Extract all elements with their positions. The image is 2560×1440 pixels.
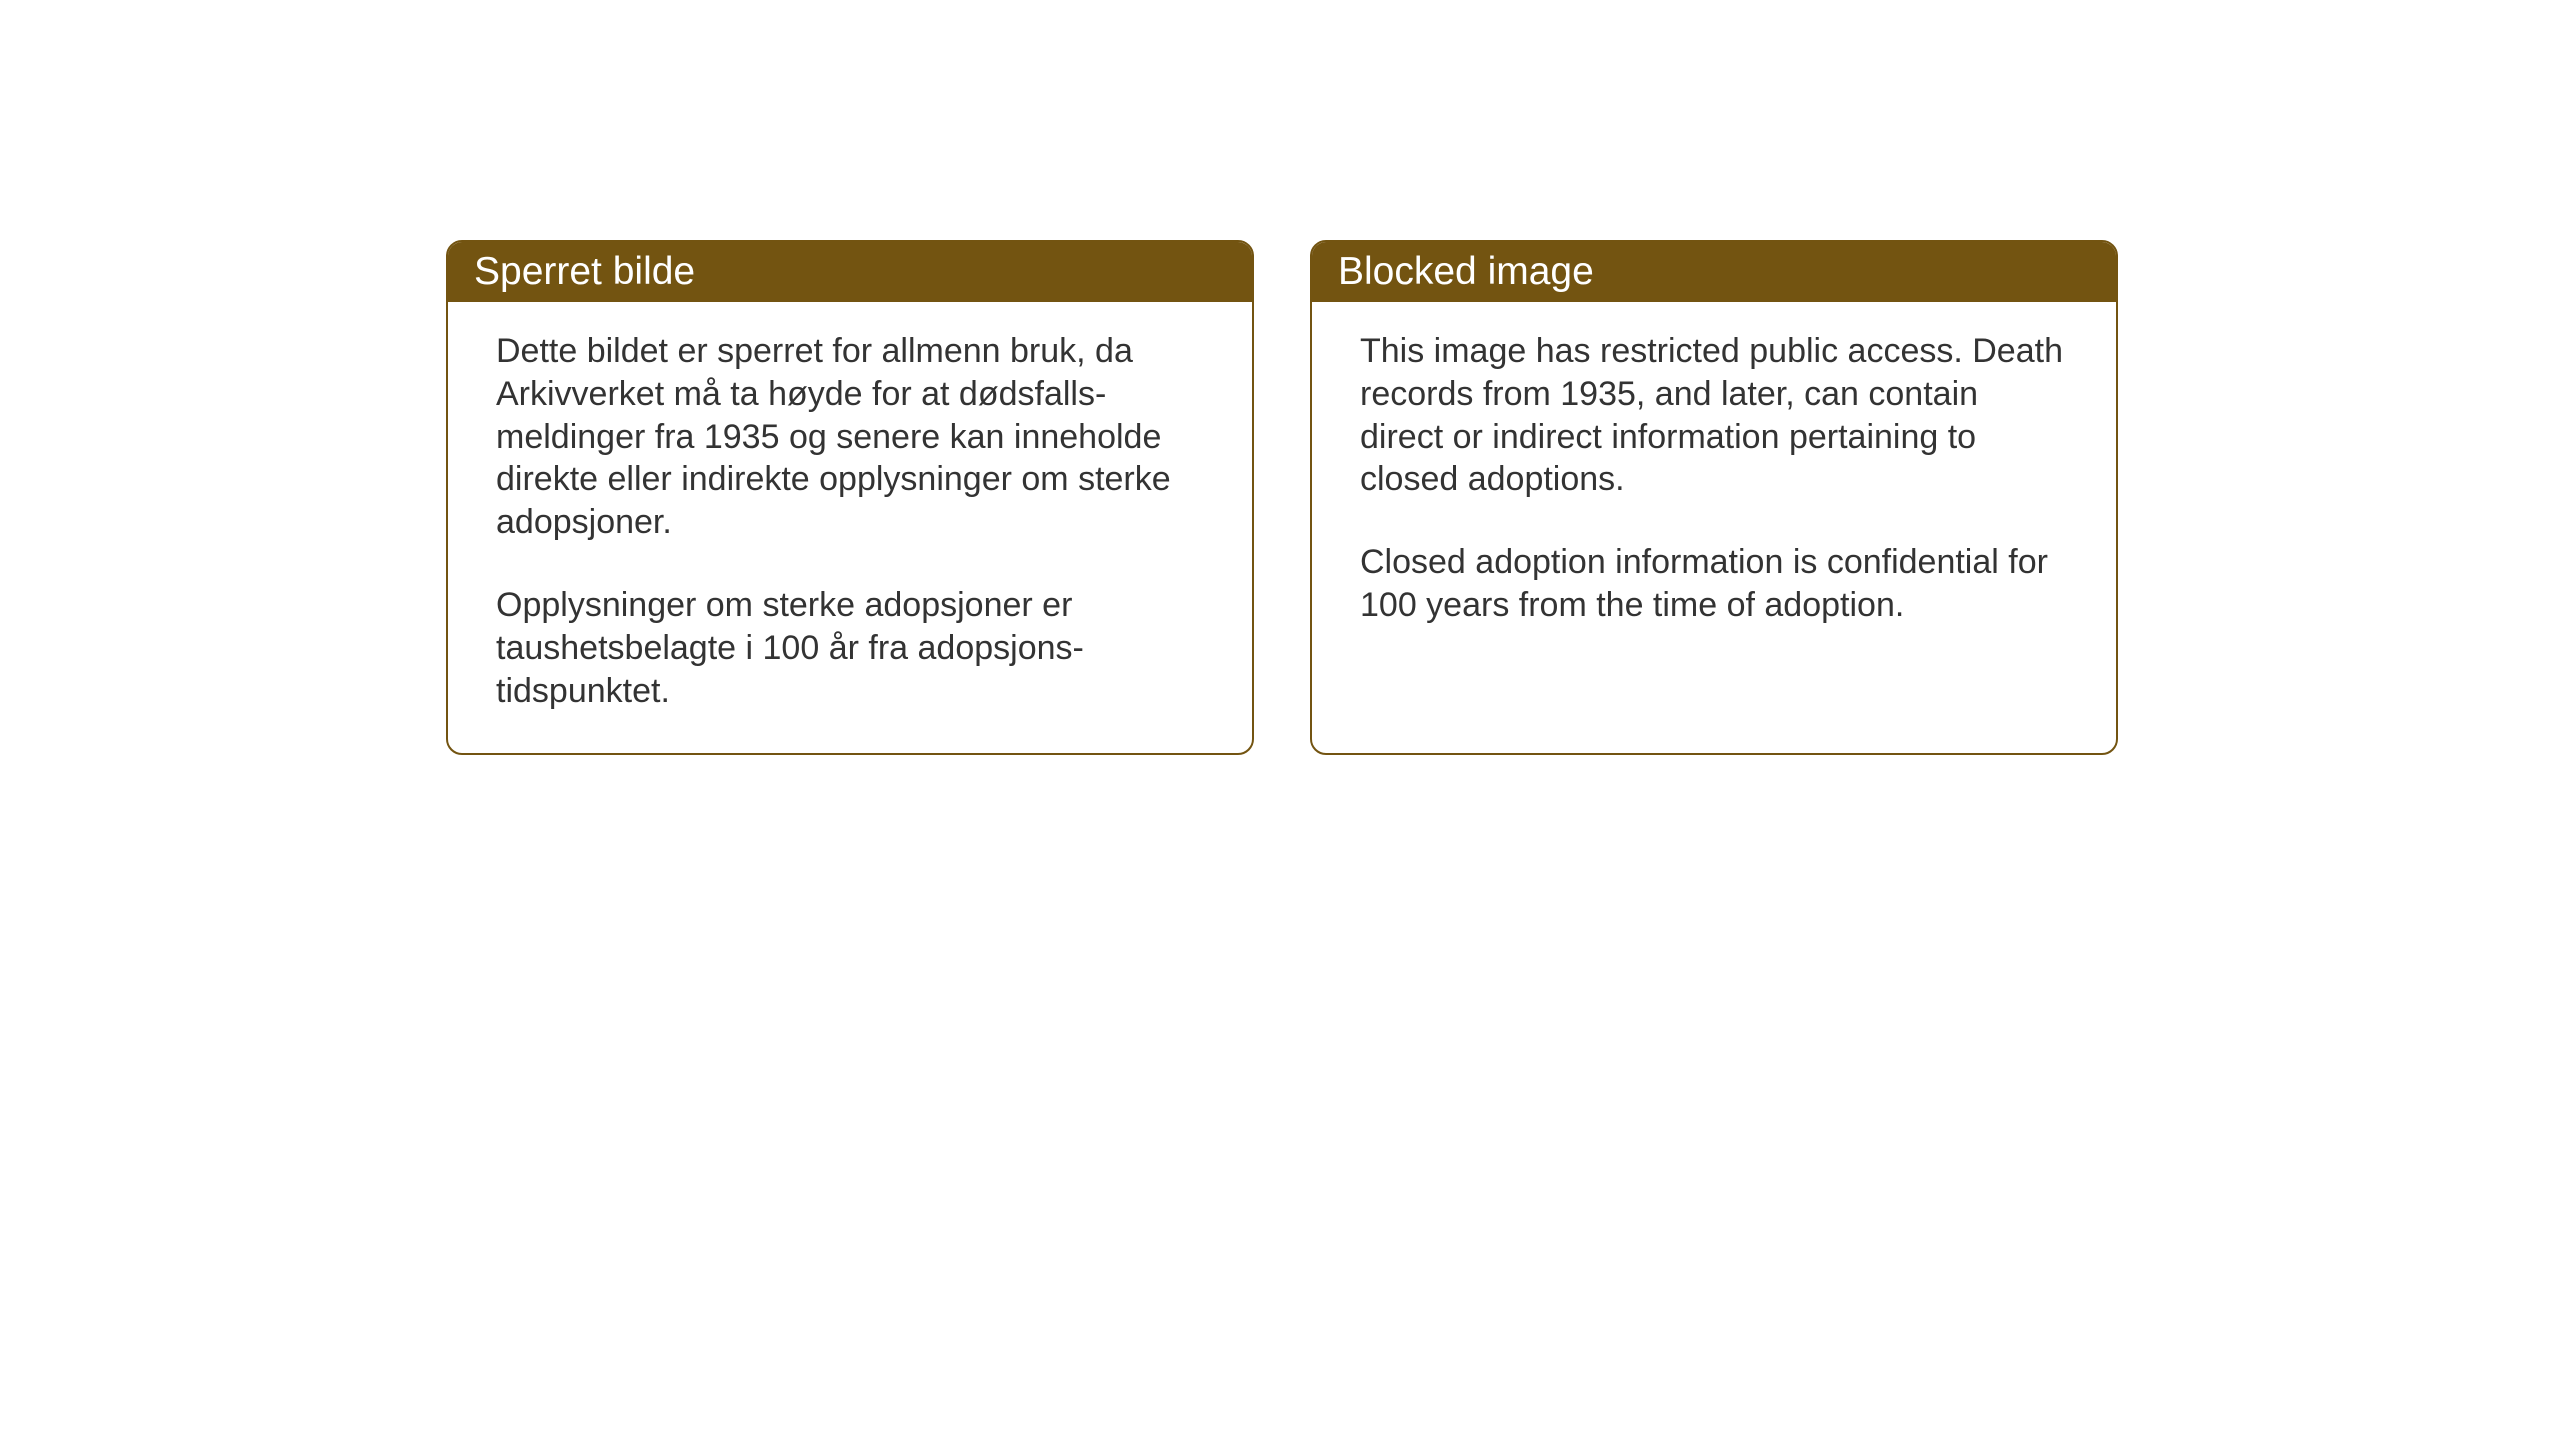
notice-card-english: Blocked image This image has restricted … [1310,240,2118,755]
card-title-english: Blocked image [1338,250,1594,293]
card-title-norwegian: Sperret bilde [474,250,695,293]
card-body-norwegian: Dette bildet er sperret for allmenn bruk… [448,302,1252,753]
notice-container: Sperret bilde Dette bildet er sperret fo… [446,240,2118,755]
card-body-english: This image has restricted public access.… [1312,302,2116,667]
notice-card-norwegian: Sperret bilde Dette bildet er sperret fo… [446,240,1254,755]
card-paragraph-english-1: This image has restricted public access.… [1360,330,2068,501]
card-paragraph-english-2: Closed adoption information is confident… [1360,541,2068,627]
card-paragraph-norwegian-1: Dette bildet er sperret for allmenn bruk… [496,330,1204,544]
card-header-english: Blocked image [1312,242,2116,302]
card-header-norwegian: Sperret bilde [448,242,1252,302]
card-paragraph-norwegian-2: Opplysninger om sterke adopsjoner er tau… [496,584,1204,712]
